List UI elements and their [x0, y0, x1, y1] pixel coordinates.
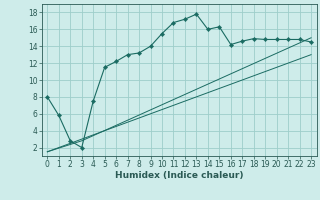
X-axis label: Humidex (Indice chaleur): Humidex (Indice chaleur) — [115, 171, 244, 180]
